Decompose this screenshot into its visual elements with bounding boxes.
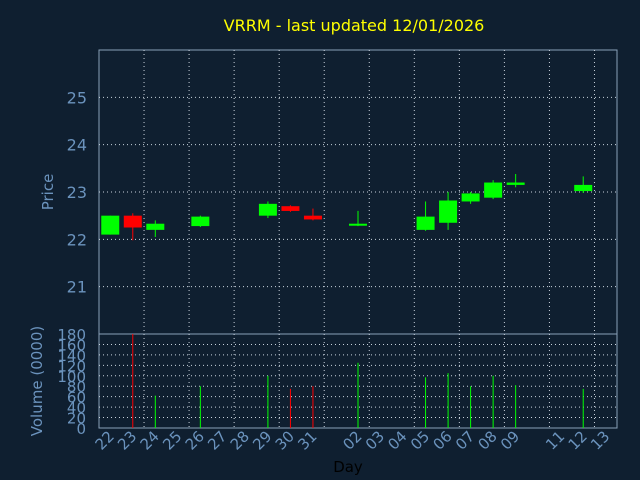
x-tick-label: 13 <box>587 427 613 453</box>
volume-tick-label: 20 <box>67 410 86 428</box>
chart-title: VRRM - last updated 12/01/2026 <box>224 16 485 35</box>
price-axis-label: Price <box>39 174 57 211</box>
volume-tick-label: 80 <box>67 378 86 396</box>
price-tick-label: 22 <box>67 230 87 249</box>
candle-body <box>461 193 480 202</box>
candle <box>574 176 593 193</box>
candle-body <box>506 182 525 185</box>
candle <box>349 210 367 227</box>
price-panel: 21 22 23 24 25 <box>67 49 618 335</box>
candle <box>303 208 322 221</box>
candle <box>416 201 435 231</box>
candle-body <box>349 223 367 226</box>
price-tick-label: 23 <box>67 183 87 202</box>
candle-body <box>484 182 503 198</box>
candle-body <box>416 216 435 230</box>
candle-body <box>101 215 120 235</box>
volume-tick-label: 40 <box>67 399 86 417</box>
candle <box>191 215 210 228</box>
candle <box>258 201 277 219</box>
x-tick-label: 31 <box>294 427 320 453</box>
volume-tick-label: 120 <box>57 357 86 375</box>
x-axis-label: Day <box>333 458 363 476</box>
volume-tick-label: 100 <box>57 368 86 386</box>
candle-body <box>439 200 458 223</box>
candle <box>281 205 300 212</box>
x-tick-label: 09 <box>497 427 523 453</box>
candle <box>101 215 120 235</box>
volume-tick-label: 180 <box>57 326 86 344</box>
candle-body <box>146 223 165 230</box>
candle-body <box>191 216 210 227</box>
candle-body <box>303 215 322 220</box>
candle-body <box>258 203 277 216</box>
candle <box>123 213 142 241</box>
candle <box>439 192 458 230</box>
candle <box>461 192 480 204</box>
volume-tick-label: 60 <box>67 389 86 407</box>
price-tick-label: 25 <box>67 88 87 107</box>
volume-tick-label: 0 <box>76 420 86 438</box>
candle-body <box>281 206 300 211</box>
volume-tick-label: 140 <box>57 347 86 365</box>
price-tick-label: 24 <box>67 136 87 155</box>
volume-tick-label: 160 <box>57 336 86 354</box>
price-tick-label: 21 <box>67 278 87 297</box>
candle-body <box>574 184 593 192</box>
candle <box>506 174 525 188</box>
candle <box>484 180 503 200</box>
volume-axis-label: Volume (0000) <box>28 326 46 436</box>
candle <box>146 220 165 237</box>
candle-body <box>123 215 142 228</box>
